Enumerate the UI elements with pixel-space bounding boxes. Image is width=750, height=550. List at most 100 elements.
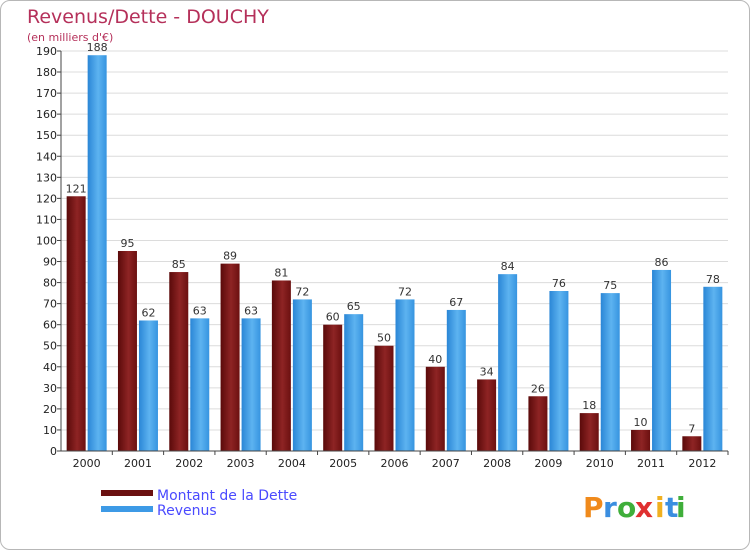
data-label-revenus: 72 xyxy=(295,285,309,298)
data-label-revenus: 63 xyxy=(244,304,258,317)
y-tick-label: 120 xyxy=(36,192,57,205)
data-label-revenus: 63 xyxy=(193,304,207,317)
legend-label-revenus: Revenus xyxy=(157,503,217,519)
bar-revenus xyxy=(600,293,620,451)
bar-revenus xyxy=(344,314,364,451)
data-label-debt: 34 xyxy=(480,365,494,378)
chart-subtitle: (en milliers d'€) xyxy=(27,31,113,44)
y-tick-label: 10 xyxy=(43,424,57,437)
bar-debt xyxy=(528,396,548,451)
bar-revenus xyxy=(241,318,261,451)
y-tick-label: 180 xyxy=(36,66,57,79)
logo-letter: P xyxy=(583,491,604,524)
data-label-debt: 60 xyxy=(326,311,340,324)
chart-title: Revenus/Dette - DOUCHY xyxy=(27,6,269,28)
legend-label-debt: Montant de la Dette xyxy=(157,488,297,504)
x-tick-label: 2006 xyxy=(381,457,409,470)
legend: Montant de la Dette Revenus xyxy=(101,488,297,519)
x-tick-label: 2008 xyxy=(483,457,511,470)
data-label-debt: 26 xyxy=(531,382,545,395)
x-tick-label: 2000 xyxy=(73,457,101,470)
y-tick-label: 40 xyxy=(43,361,57,374)
bar-debt xyxy=(169,272,189,451)
bar-revenus xyxy=(498,274,518,451)
y-tick-label: 190 xyxy=(36,45,57,58)
data-label-revenus: 78 xyxy=(706,273,720,286)
bar-debt xyxy=(220,263,240,451)
data-label-debt: 85 xyxy=(172,258,186,271)
y-tick-label: 100 xyxy=(36,234,57,247)
x-tick-label: 2001 xyxy=(124,457,152,470)
data-label-revenus: 67 xyxy=(449,296,463,309)
logo-letter: r xyxy=(603,491,617,524)
grid xyxy=(61,50,728,431)
y-tick-label: 70 xyxy=(43,298,57,311)
bar-debt xyxy=(271,280,291,451)
data-label-debt: 95 xyxy=(120,237,134,250)
bar-revenus xyxy=(395,299,415,451)
y-tick-label: 60 xyxy=(43,319,57,332)
x-tick-label: 2009 xyxy=(534,457,562,470)
x-tick-label: 2002 xyxy=(175,457,203,470)
bar-revenus xyxy=(703,286,723,451)
data-label-revenus: 72 xyxy=(398,285,412,298)
bar-debt xyxy=(682,436,702,451)
x-tick-label: 2005 xyxy=(329,457,357,470)
y-tick-label: 130 xyxy=(36,171,57,184)
bar-debt xyxy=(374,345,394,451)
x-tick-label: 2007 xyxy=(432,457,460,470)
bar-debt xyxy=(66,196,86,451)
bar-revenus xyxy=(138,320,158,451)
y-tick-label: 30 xyxy=(43,382,57,395)
y-tick-label: 110 xyxy=(36,213,57,226)
x-tick-label: 2004 xyxy=(278,457,306,470)
bar-revenus xyxy=(549,291,569,451)
x-tick-label: 2011 xyxy=(637,457,665,470)
data-label-debt: 121 xyxy=(66,182,87,195)
bar-debt xyxy=(631,429,651,451)
bar-debt xyxy=(425,366,445,451)
legend-swatch-debt xyxy=(101,490,153,496)
y-tick-label: 20 xyxy=(43,403,57,416)
bar-revenus xyxy=(292,299,312,451)
bar-revenus xyxy=(446,309,466,451)
logo-letter: x xyxy=(635,491,653,524)
data-label-revenus: 86 xyxy=(655,256,669,269)
x-tick-label: 2012 xyxy=(688,457,716,470)
logo-letter: i xyxy=(676,491,686,524)
data-label-debt: 7 xyxy=(688,422,695,435)
y-tick-label: 80 xyxy=(43,277,57,290)
data-label-revenus: 62 xyxy=(141,306,155,319)
bar-revenus xyxy=(87,55,107,452)
y-tick-label: 90 xyxy=(43,256,57,269)
data-label-revenus: 65 xyxy=(347,300,361,313)
data-label-revenus: 75 xyxy=(603,279,617,292)
bar-debt xyxy=(579,413,599,451)
data-label-debt: 10 xyxy=(634,416,648,429)
x-tick-label: 2010 xyxy=(586,457,614,470)
bar-revenus xyxy=(190,318,210,451)
logo-letter: t xyxy=(665,491,678,524)
logo-letter: o xyxy=(617,491,636,524)
bar-debt xyxy=(323,324,343,451)
data-label-revenus: 76 xyxy=(552,277,566,290)
y-tick-label: 50 xyxy=(43,340,57,353)
y-tick-label: 0 xyxy=(50,445,57,458)
legend-swatch-revenus xyxy=(101,506,153,512)
bar-debt xyxy=(117,251,137,451)
data-label-debt: 18 xyxy=(582,399,596,412)
data-label-revenus: 188 xyxy=(87,41,108,54)
y-tick-label: 140 xyxy=(36,150,57,163)
bar-debt xyxy=(477,379,497,451)
y-tick-label: 170 xyxy=(36,87,57,100)
data-label-debt: 89 xyxy=(223,250,237,263)
logo-letter: i xyxy=(655,491,665,524)
y-tick-label: 150 xyxy=(36,129,57,142)
data-label-debt: 50 xyxy=(377,332,391,345)
data-label-debt: 40 xyxy=(428,353,442,366)
y-tick-label: 160 xyxy=(36,108,57,121)
bars: 121 188 95 62 85 63 89 63 81 72 60 65 50 72 40 67 34 84 26… xyxy=(66,41,723,452)
